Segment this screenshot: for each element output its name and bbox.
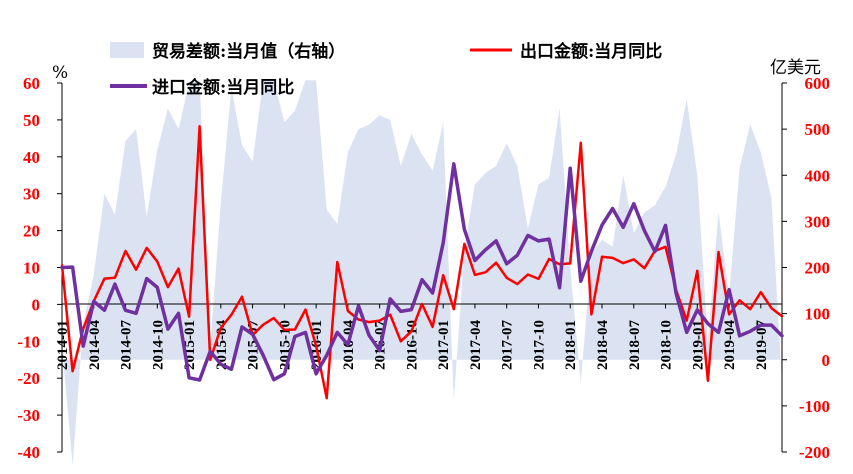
right-tick-label-600: 600: [805, 74, 831, 93]
right-tick-label-400: 400: [805, 166, 831, 185]
left-tick-label-40: 40: [23, 148, 40, 167]
left-axis-ticks: 60 50 40 30 20 10 0 -10 -20 -30 -40: [17, 74, 62, 462]
x-tick-label-2018-04: 2018-04: [595, 320, 611, 370]
right-tick-label-500: 500: [805, 120, 831, 139]
left-tick-label-50: 50: [23, 111, 40, 130]
right-axis-ticks: 600 500 400 300 200 100 0 -100 -200: [782, 74, 830, 462]
legend-swatch-trade-balance: [110, 42, 144, 58]
left-tick-label-30: 30: [23, 185, 40, 204]
x-tick-label-2017-01: 2017-01: [436, 320, 452, 370]
right-tick-label-300: 300: [805, 212, 831, 231]
x-tick-label-2014-07: 2014-07: [119, 320, 135, 370]
x-tick-label-2017-07: 2017-07: [500, 320, 516, 370]
right-tick-label-200: 200: [805, 259, 831, 278]
x-tick-label-2019-07: 2019-07: [754, 320, 770, 370]
trade-balance-area-layer: [62, 80, 782, 466]
left-tick-label-60: 60: [23, 74, 40, 93]
left-tick-label--40: -40: [17, 443, 40, 462]
x-tick-label-2018-07: 2018-07: [627, 320, 643, 370]
x-tick-label-2017-04: 2017-04: [468, 320, 484, 370]
x-tick-label-2015-04: 2015-04: [214, 320, 230, 370]
right-tick-label-100: 100: [805, 305, 831, 324]
line-layer: [60, 124, 784, 400]
right-tick-label-0: 0: [822, 351, 831, 370]
x-tick-label-2014-04: 2014-04: [87, 320, 103, 370]
x-tick-label-2014-10: 2014-10: [150, 320, 166, 370]
x-tick-label-2018-01: 2018-01: [563, 320, 579, 370]
left-tick-label-0: 0: [32, 295, 41, 314]
exports-line: [60, 124, 784, 400]
legend-label-imports: 进口金额:当月同比: [152, 77, 294, 98]
left-tick-label--30: -30: [17, 406, 40, 425]
left-axis-unit: %: [52, 63, 68, 83]
x-tick-label-2018-10: 2018-10: [659, 320, 675, 370]
trade-balance-area: [62, 80, 782, 466]
legend-label-exports: 出口金额:当月同比: [520, 41, 662, 62]
left-tick-label-20: 20: [23, 222, 40, 241]
right-axis-unit: 亿美元: [770, 58, 821, 78]
x-tick-label-2014-01: 2014-01: [55, 320, 71, 370]
x-tick-label-2019-04: 2019-04: [722, 320, 738, 370]
x-tick-label-2017-10: 2017-10: [531, 320, 547, 370]
legend: 贸易差额:当月值（右轴） 出口金额:当月同比 进口金额:当月同比: [110, 41, 662, 98]
left-tick-label--20: -20: [17, 369, 40, 388]
right-tick-label--100: -100: [799, 397, 830, 416]
right-tick-label--200: -200: [799, 443, 830, 462]
imports-line: [60, 162, 784, 382]
legend-label-trade-balance: 贸易差额:当月值（右轴）: [152, 41, 345, 62]
left-tick-label-10: 10: [23, 259, 40, 278]
left-tick-label--10: -10: [17, 332, 40, 351]
